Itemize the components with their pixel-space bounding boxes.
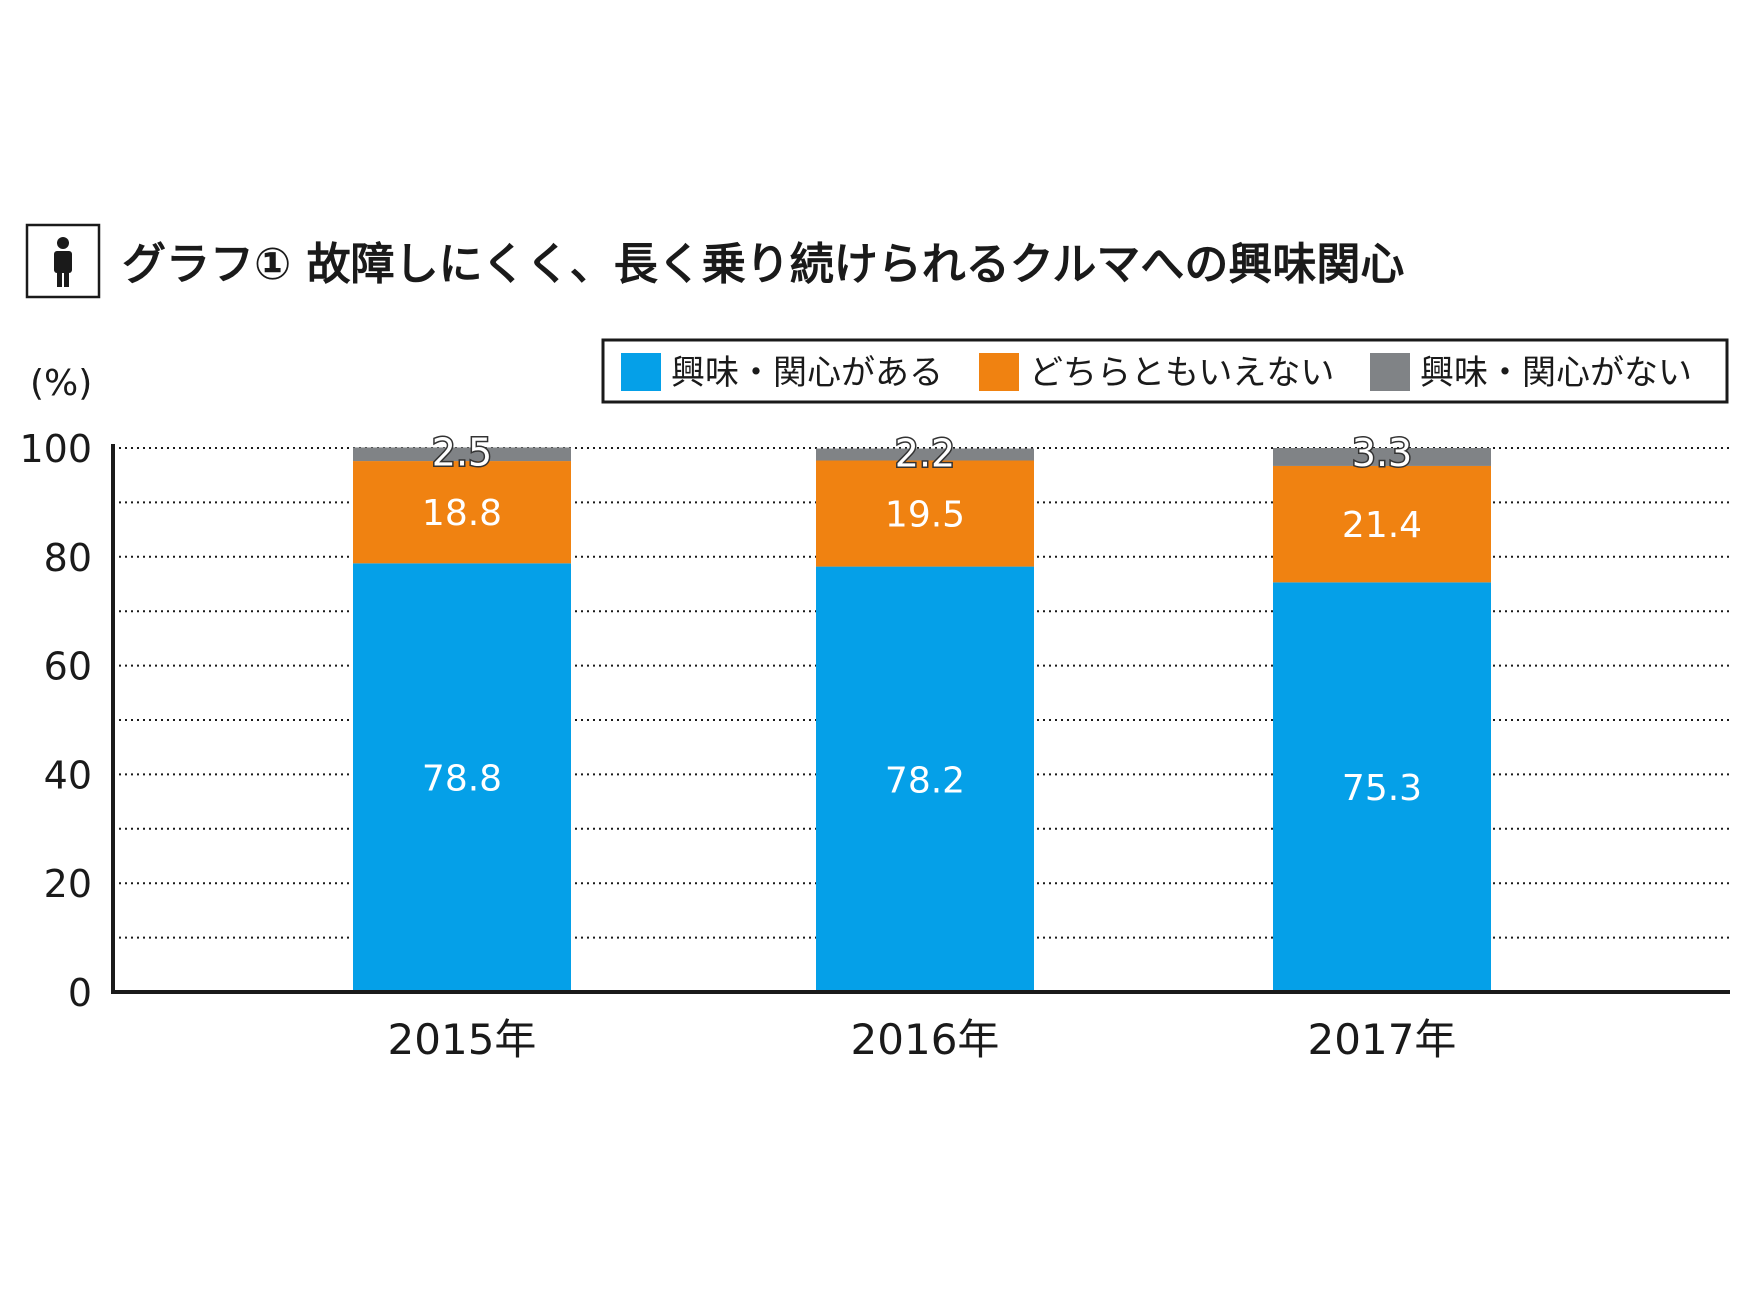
chart-title: グラフ① 故障しにくく、長く乗り続けられるクルマへの興味関心 (122, 239, 1404, 290)
data-label: 78.2 (885, 760, 965, 801)
y-tick-label: 80 (44, 536, 92, 580)
legend: 興味・関心がある どちらともいえない 興味・関心がない (601, 338, 1729, 404)
data-label: 78.8 (422, 759, 502, 800)
y-axis-label: (%) (30, 363, 92, 404)
data-label: 2.2 (895, 432, 955, 476)
bar-segment (1273, 448, 1491, 466)
y-tick-label: 60 (44, 645, 92, 689)
legend-label: 興味・関心がない (1420, 353, 1692, 393)
bar-segment (353, 447, 571, 462)
data-label: 75.3 (1342, 768, 1422, 809)
data-label: 18.8 (422, 493, 502, 534)
x-tick-label: 2017年 (1308, 1015, 1457, 1064)
legend-swatch (979, 353, 1019, 391)
legend-frame (601, 338, 1729, 404)
bar-segment (353, 563, 571, 992)
legend-label: 興味・関心がある (671, 353, 943, 393)
bar-segment (816, 460, 1034, 567)
data-label: 21.4 (1342, 505, 1422, 546)
data-label: 3.3 (1352, 431, 1412, 475)
y-tick-label: 20 (44, 862, 92, 906)
bar-segment (816, 448, 1034, 461)
y-tick-label: 40 (44, 753, 92, 797)
x-tick-label: 2015年 (388, 1015, 537, 1064)
bar-segment (816, 566, 1034, 992)
bar-segment (353, 461, 571, 564)
legend-label: どちらともいえない (1029, 353, 1334, 393)
data-label: 19.5 (885, 495, 965, 536)
person-icon (25, 223, 101, 299)
y-tick-label: 100 (19, 427, 92, 471)
legend-swatch (1370, 353, 1410, 391)
bar-segment (1273, 582, 1491, 992)
axes: 0 20 40 60 80 100 2015年 2016年 2017年 (19, 427, 1730, 1064)
legend-swatch (621, 353, 661, 391)
data-label: 2.5 (432, 430, 492, 474)
y-tick-label: 0 (68, 971, 92, 1015)
x-tick-label: 2016年 (851, 1015, 1000, 1064)
data-labels: 78.8 18.8 2.5 78.2 19.5 2.2 75.3 21.4 3.3 (422, 429, 1422, 809)
bars (353, 447, 1491, 992)
bar-segment (1273, 465, 1491, 583)
